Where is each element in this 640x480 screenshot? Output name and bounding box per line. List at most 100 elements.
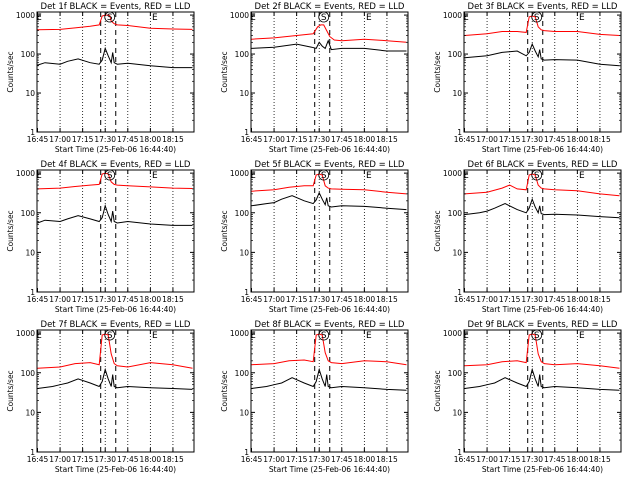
start-marker-circle bbox=[318, 169, 330, 181]
x-tick-label: 17:15 bbox=[499, 295, 521, 304]
start-marker-label: S bbox=[534, 13, 540, 23]
x-axis-label: Start Time (25-Feb-06 16:44:40) bbox=[482, 465, 603, 474]
x-tick-label: 18:00 bbox=[140, 455, 162, 464]
series-line bbox=[251, 191, 407, 211]
x-tick-label: 17:30 bbox=[94, 455, 116, 464]
series-line bbox=[251, 333, 407, 366]
panel: Det 6f BLACK = Events, RED = LLD 1 10 100 10… bbox=[433, 160, 622, 314]
x-tick-label: 17:45 bbox=[117, 135, 139, 144]
x-tick-label: 18:15 bbox=[376, 455, 398, 464]
x-axis-label: Start Time (25-Feb-06 16:44:40) bbox=[55, 305, 176, 314]
x-tick-label: 17:00 bbox=[263, 295, 285, 304]
y-tick-label: 100 bbox=[21, 369, 36, 378]
x-axis-label: Start Time (25-Feb-06 16:44:40) bbox=[482, 145, 603, 154]
start-marker-circle bbox=[531, 169, 543, 181]
x-axis-label: Start Time (25-Feb-06 16:44:40) bbox=[269, 465, 390, 474]
x-tick-label: 17:45 bbox=[117, 295, 139, 304]
x-tick-label: 17:15 bbox=[72, 455, 94, 464]
start-marker-circle bbox=[104, 169, 116, 181]
x-tick-label: 18:00 bbox=[354, 295, 376, 304]
x-axis-label: Start Time (25-Feb-06 16:44:40) bbox=[55, 465, 176, 474]
x-tick-label: 17:15 bbox=[286, 455, 308, 464]
y-tick-label: 1000 bbox=[443, 329, 462, 338]
end-marker-label: E bbox=[579, 331, 585, 341]
end-marker-label: E bbox=[36, 13, 42, 23]
y-tick-label: 10 bbox=[452, 89, 462, 98]
y-axis-label: Counts/sec bbox=[220, 370, 229, 411]
plot-frame bbox=[250, 329, 409, 453]
x-tick-label: 16:45 bbox=[454, 295, 476, 304]
x-tick-label: 17:00 bbox=[476, 455, 498, 464]
x-tick-label: 18:15 bbox=[376, 295, 398, 304]
x-tick-label: 16:45 bbox=[454, 135, 476, 144]
plot-frame bbox=[463, 11, 622, 133]
x-tick-label: 18:00 bbox=[567, 295, 589, 304]
panel: Det 3f BLACK = Events, RED = LLD 1 10 100 10… bbox=[433, 2, 622, 154]
series-line bbox=[37, 14, 193, 31]
panel-title: Det 2f BLACK = Events, RED = LLD bbox=[255, 2, 405, 12]
y-tick-label: 1 bbox=[244, 288, 249, 297]
series-line bbox=[251, 173, 407, 195]
x-tick-label: 17:00 bbox=[263, 455, 285, 464]
end-marker-label: E bbox=[463, 331, 469, 341]
series-line bbox=[37, 204, 193, 226]
start-marker-label: S bbox=[534, 331, 540, 341]
y-tick-label: 1 bbox=[30, 288, 35, 297]
x-tick-label: 17:45 bbox=[117, 455, 139, 464]
start-marker-label: S bbox=[321, 171, 327, 181]
start-marker-label: S bbox=[534, 171, 540, 181]
panel: Det 4f BLACK = Events, RED = LLD 1 10 100 10… bbox=[6, 160, 195, 314]
x-tick-label: 17:15 bbox=[286, 295, 308, 304]
x-tick-label: 17:30 bbox=[308, 135, 330, 144]
end-marker-label: E bbox=[463, 13, 469, 23]
y-tick-label: 1000 bbox=[16, 11, 35, 20]
x-tick-label: 18:15 bbox=[376, 135, 398, 144]
series-line bbox=[251, 39, 407, 52]
x-tick-label: 18:00 bbox=[354, 455, 376, 464]
y-tick-label: 10 bbox=[452, 248, 462, 257]
x-tick-label: 17:30 bbox=[521, 455, 543, 464]
y-tick-label: 100 bbox=[448, 369, 463, 378]
x-tick-label: 16:45 bbox=[27, 135, 49, 144]
y-tick-label: 1 bbox=[30, 128, 35, 137]
y-tick-label: 10 bbox=[25, 248, 35, 257]
start-marker-circle bbox=[531, 329, 543, 341]
series-line bbox=[464, 15, 620, 36]
y-tick-label: 10 bbox=[239, 248, 249, 257]
start-marker-label: S bbox=[321, 331, 327, 341]
series-line bbox=[464, 333, 620, 369]
x-tick-label: 17:00 bbox=[49, 455, 71, 464]
panel-title: Det 9f BLACK = Events, RED = LLD bbox=[468, 320, 618, 330]
y-tick-label: 1000 bbox=[230, 11, 249, 20]
series-line bbox=[464, 42, 620, 67]
x-tick-label: 17:15 bbox=[499, 455, 521, 464]
plot-frame bbox=[36, 169, 195, 293]
x-tick-label: 17:15 bbox=[286, 135, 308, 144]
end-marker-label: E bbox=[250, 331, 256, 341]
y-tick-label: 1 bbox=[457, 288, 462, 297]
panel-title: Det 5f BLACK = Events, RED = LLD bbox=[255, 160, 405, 170]
end-marker-label: E bbox=[366, 171, 372, 181]
x-tick-label: 17:30 bbox=[521, 135, 543, 144]
x-tick-label: 17:00 bbox=[49, 135, 71, 144]
y-tick-label: 1 bbox=[244, 128, 249, 137]
start-marker-circle bbox=[104, 329, 116, 341]
plot-frame bbox=[250, 169, 409, 293]
x-tick-label: 16:45 bbox=[241, 455, 263, 464]
y-tick-label: 100 bbox=[235, 209, 250, 218]
panel: Det 2f BLACK = Events, RED = LLD 1 10 100 10… bbox=[220, 2, 409, 154]
series-line bbox=[251, 24, 407, 43]
x-tick-label: 18:00 bbox=[567, 135, 589, 144]
series-line bbox=[37, 46, 193, 69]
y-axis-label: Counts/sec bbox=[433, 51, 442, 92]
y-tick-label: 1000 bbox=[230, 329, 249, 338]
series-line bbox=[464, 173, 620, 197]
x-tick-label: 17:30 bbox=[308, 295, 330, 304]
y-axis-label: Counts/sec bbox=[433, 210, 442, 251]
x-tick-label: 18:15 bbox=[162, 135, 184, 144]
x-tick-label: 18:00 bbox=[140, 135, 162, 144]
end-marker-label: E bbox=[152, 13, 158, 23]
x-tick-label: 17:00 bbox=[49, 295, 71, 304]
y-tick-label: 1000 bbox=[443, 169, 462, 178]
